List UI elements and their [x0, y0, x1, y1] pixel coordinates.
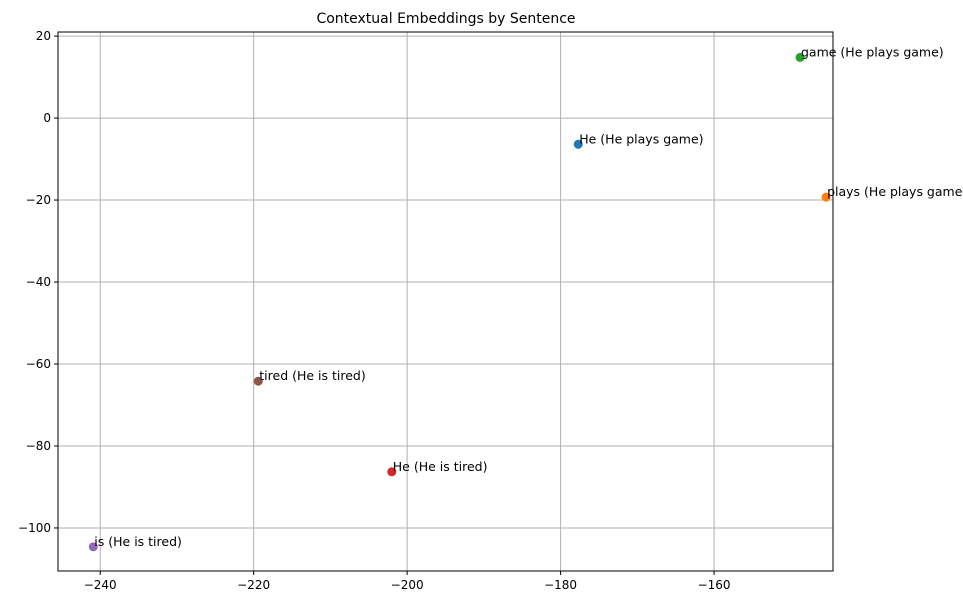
label-layer: He (He plays game) plays (He plays game) g…: [94, 44, 963, 548]
y-tick-label: −100: [18, 521, 51, 535]
x-tick-label: −180: [544, 578, 577, 592]
point-label: plays (He plays game): [827, 184, 963, 199]
data-point: [573, 139, 583, 149]
data-point: [795, 52, 805, 62]
y-tick-label: 0: [43, 111, 51, 125]
x-tick-label: −160: [698, 578, 731, 592]
y-tick-label: −40: [26, 275, 51, 289]
x-tick-label: −200: [391, 578, 424, 592]
point-label: He (He is tired): [393, 459, 488, 474]
y-tick-label: −60: [26, 357, 51, 371]
tick-layer: −240 −220 −200 −180 −160 20 0 −20 −40 −60 −80 −100: [18, 29, 731, 592]
point-label: He (He plays game): [579, 131, 703, 146]
y-tick-label: −80: [26, 439, 51, 453]
point-label: game (He plays game): [801, 44, 944, 59]
point-layer: [88, 52, 831, 552]
y-tick-label: −20: [26, 193, 51, 207]
grid-layer: [58, 32, 833, 571]
x-tick-label: −240: [84, 578, 117, 592]
data-point: [88, 542, 98, 552]
chart-title: Contextual Embeddings by Sentence: [316, 11, 575, 27]
data-point: [387, 467, 397, 477]
data-point: [253, 376, 263, 386]
point-label: tired (He is tired): [259, 368, 365, 383]
y-tick-label: 20: [36, 29, 51, 43]
data-point: [821, 192, 831, 202]
plot-frame: [57, 31, 834, 572]
point-label: is (He is tired): [94, 534, 182, 549]
x-tick-label: −220: [237, 578, 270, 592]
